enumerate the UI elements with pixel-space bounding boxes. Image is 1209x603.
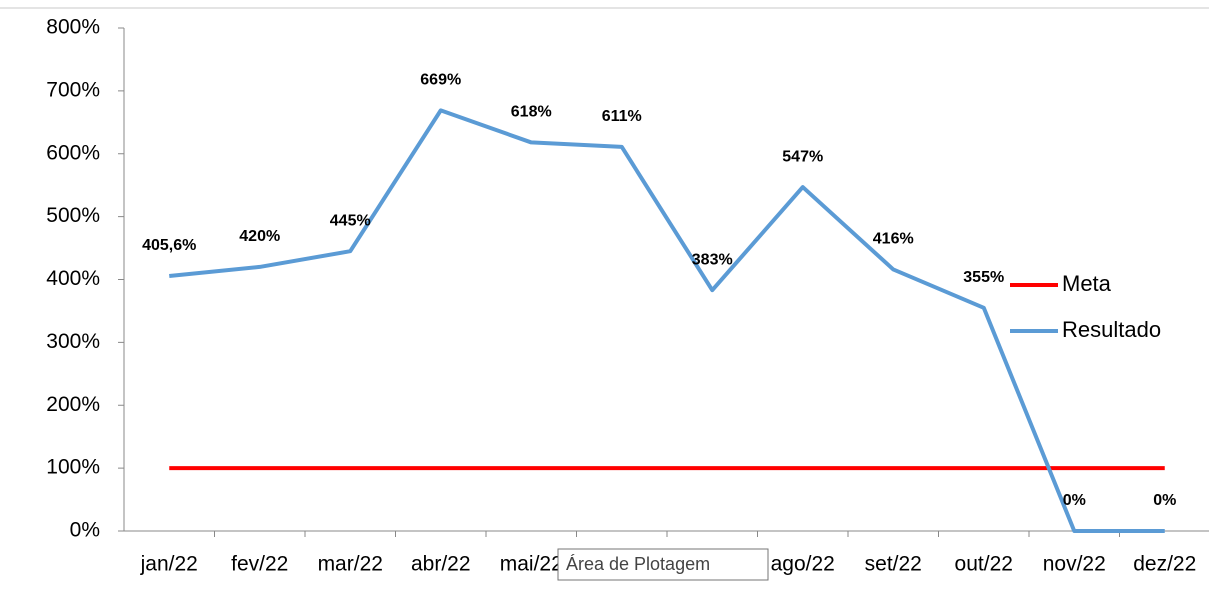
tooltip-box xyxy=(557,548,769,581)
data-label: 0% xyxy=(1063,492,1086,509)
y-tick-label: 300% xyxy=(46,330,100,353)
y-tick-label: 700% xyxy=(46,78,100,101)
data-label: 416% xyxy=(873,231,914,248)
x-tick-label: nov/22 xyxy=(1043,553,1106,576)
y-tick-label: 200% xyxy=(46,393,100,416)
x-tick-label: ago/22 xyxy=(771,553,835,576)
y-tick-label: 100% xyxy=(46,456,100,479)
y-tick-label: 500% xyxy=(46,204,100,227)
x-tick-label: mai/22 xyxy=(500,553,563,576)
data-label: 669% xyxy=(420,72,461,89)
data-label: 547% xyxy=(782,148,823,165)
legend-label: Resultado xyxy=(1062,317,1161,342)
data-label: 355% xyxy=(963,269,1004,286)
x-tick-label: dez/22 xyxy=(1133,553,1196,576)
data-label: 383% xyxy=(692,251,733,268)
data-label: 420% xyxy=(239,228,280,245)
data-label: 445% xyxy=(330,212,371,229)
data-label: 618% xyxy=(511,104,552,121)
tooltip-text: Área de Plotagem xyxy=(566,554,710,574)
data-label: 611% xyxy=(602,108,642,125)
y-tick-label: 400% xyxy=(46,267,100,290)
data-label: 0% xyxy=(1153,492,1176,509)
x-tick-label: jan/22 xyxy=(140,553,198,576)
x-tick-label: mar/22 xyxy=(318,553,383,576)
legend-label: Meta xyxy=(1062,271,1112,296)
data-label: 405,6% xyxy=(142,237,196,254)
x-tick-label: abr/22 xyxy=(411,553,471,576)
x-tick-label: fev/22 xyxy=(231,553,288,576)
y-tick-label: 0% xyxy=(70,519,100,542)
series-line xyxy=(169,108,1165,533)
x-tick-label: out/22 xyxy=(955,553,1013,576)
x-tick-label: set/22 xyxy=(865,553,922,576)
y-tick-label: 800% xyxy=(46,16,100,39)
y-tick-label: 600% xyxy=(46,141,100,164)
